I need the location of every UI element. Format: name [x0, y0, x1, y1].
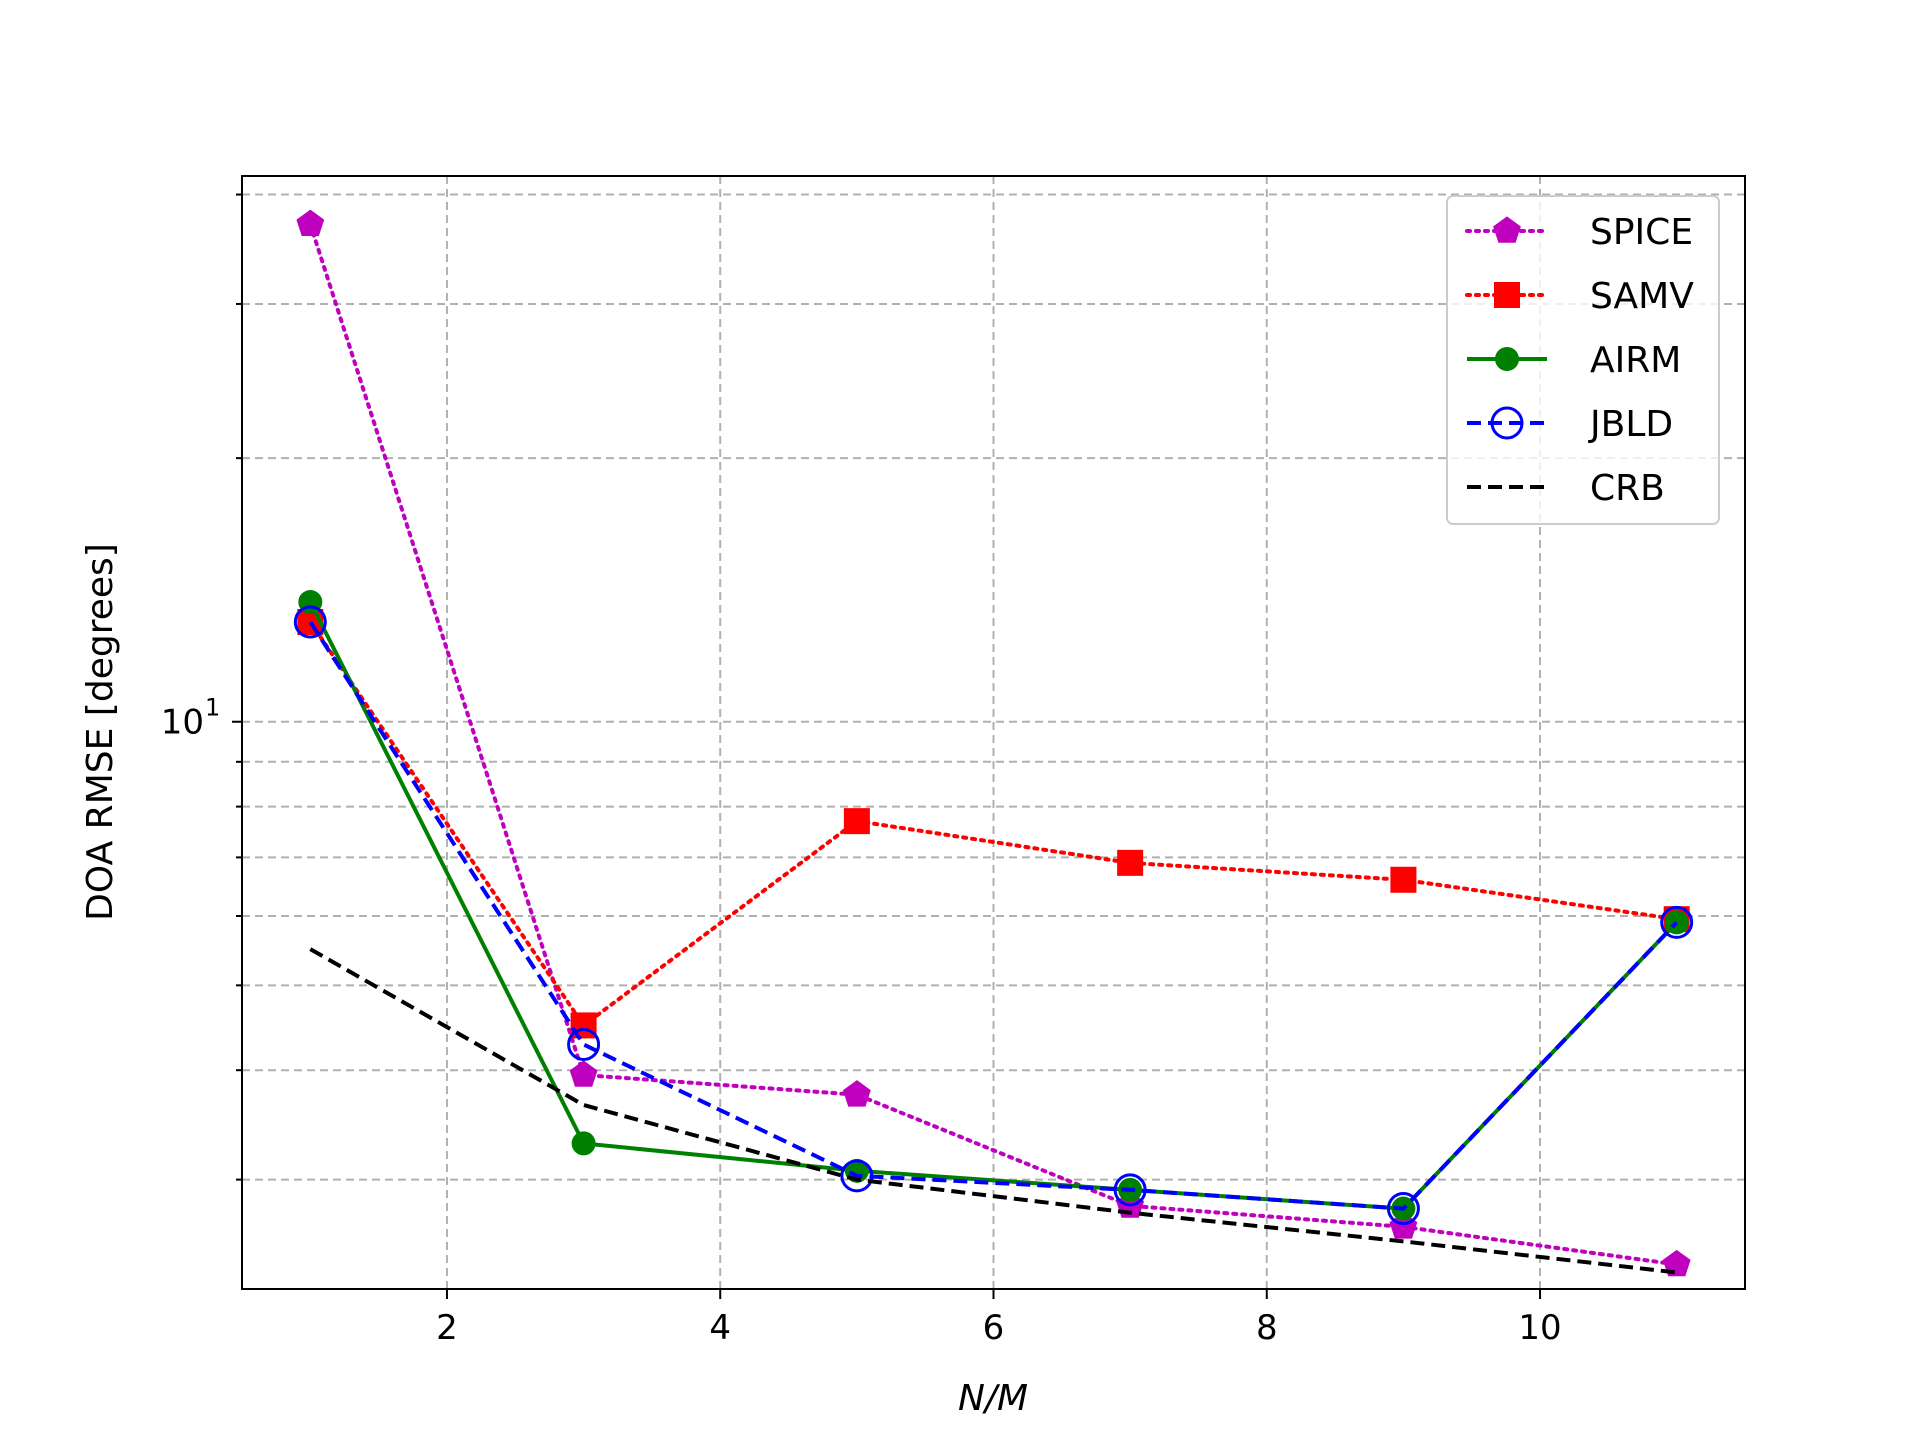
x-tick-label: 10	[1518, 1308, 1561, 1348]
legend-item-crb: CRB	[1467, 468, 1665, 509]
x-tick-label: 8	[1256, 1308, 1278, 1348]
spice-point	[296, 209, 325, 236]
legend-marker-jbld	[1490, 406, 1524, 440]
spice-point	[1389, 1212, 1418, 1239]
plot-series	[293, 209, 1694, 1277]
samv-point	[1390, 866, 1417, 893]
legend-label-spice: SPICE	[1590, 212, 1693, 253]
legend-item-jbld: JBLD	[1467, 404, 1673, 445]
jbld-point	[840, 1159, 874, 1193]
jbld-point	[1113, 1173, 1147, 1207]
series-jbld	[293, 605, 1694, 1226]
spice-point	[569, 1060, 598, 1087]
jbld-point	[1386, 1192, 1420, 1226]
legend-label-airm: AIRM	[1590, 340, 1681, 381]
y-tick-label: 10	[161, 703, 204, 743]
legend-marker-spice	[1493, 216, 1521, 243]
samv-point	[1117, 849, 1144, 876]
legend-item-samv: SAMV	[1465, 276, 1694, 317]
y-tick-label-exponent: 1	[205, 694, 220, 722]
airm-point	[571, 1131, 596, 1156]
x-tick-label: 4	[709, 1308, 731, 1348]
legend-label-jbld: JBLD	[1588, 404, 1673, 445]
crb-line	[309, 947, 1677, 1275]
jbld-line	[308, 620, 1679, 1211]
samv-point	[570, 1012, 597, 1039]
legend-marker-samv	[1494, 282, 1520, 308]
x-tick-label: 6	[983, 1308, 1005, 1348]
spice-point	[842, 1080, 871, 1107]
x-tick-label: 2	[436, 1308, 458, 1348]
legend-frame	[1446, 195, 1720, 525]
spice-point	[1662, 1249, 1691, 1277]
legend-label-crb: CRB	[1590, 468, 1665, 509]
legend-label-samv: SAMV	[1590, 276, 1694, 317]
jbld-point	[1660, 905, 1694, 939]
y-axis-label: DOA RMSE [degrees]	[80, 543, 121, 921]
legend: SPICE SAMV AIRM JBLD CRB	[1446, 195, 1720, 525]
jbld-point	[293, 605, 327, 639]
legend-item-spice: SPICE	[1465, 212, 1693, 253]
spice-line	[308, 222, 1679, 1267]
x-axis-label: N/M	[958, 1378, 1028, 1419]
samv-point	[843, 808, 870, 835]
legend-item-airm: AIRM	[1467, 340, 1681, 381]
legend-marker-airm	[1495, 347, 1519, 371]
jbld-point	[567, 1027, 601, 1061]
series-crb	[309, 947, 1677, 1275]
samv-line	[308, 620, 1679, 1028]
